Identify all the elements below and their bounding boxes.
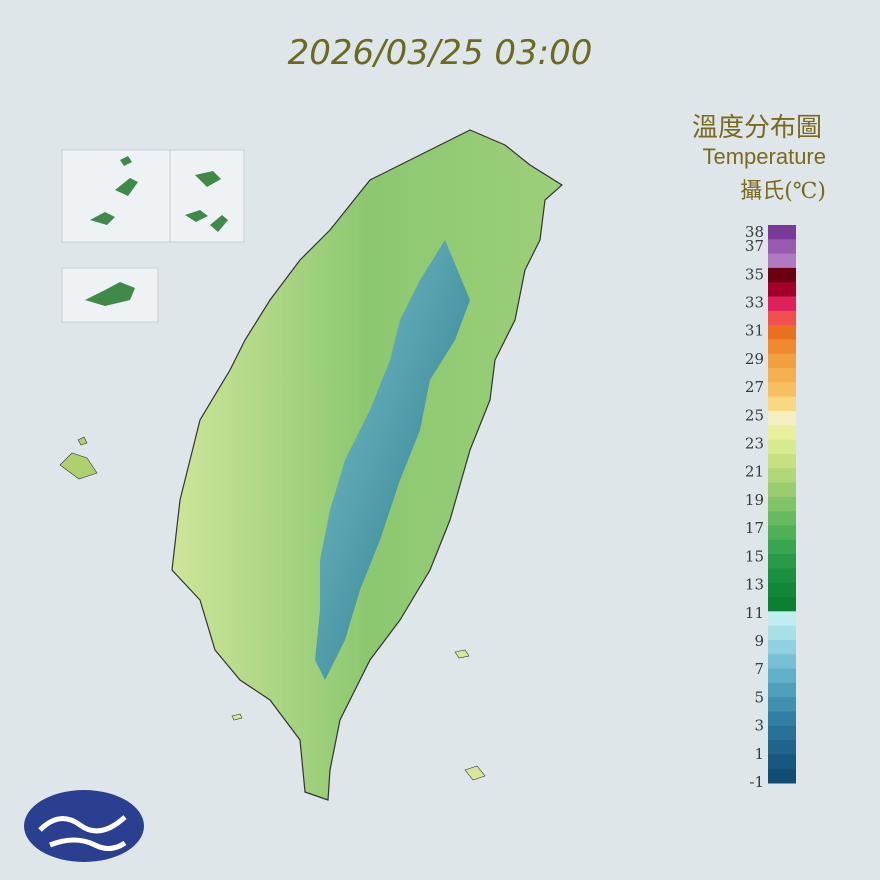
legend-band: [768, 282, 796, 298]
legend-band: [768, 296, 796, 312]
legend-tick-label: 35: [745, 265, 764, 283]
legend-tick-label: 21: [745, 463, 764, 481]
legend-band: [768, 639, 796, 655]
legend-tick-label: 29: [745, 350, 764, 368]
legend-band: [768, 339, 796, 355]
legend-band: [768, 740, 796, 755]
legend-tick-label: 5: [754, 688, 764, 706]
legend-tick-label: -1: [749, 773, 764, 791]
legend-band: [768, 382, 796, 398]
legend-unit: 攝氏(℃): [740, 179, 826, 204]
legend-band: [768, 310, 796, 326]
legend-band: [768, 568, 796, 584]
logo: [24, 790, 144, 862]
legend-band: [768, 539, 796, 555]
legend-band: [768, 253, 796, 269]
legend-band: [768, 468, 796, 484]
legend-band: [768, 225, 796, 240]
legend-tick-label: 25: [745, 406, 764, 424]
legend-band: [768, 496, 796, 512]
legend-band: [768, 239, 796, 255]
legend-tick-label: 13: [745, 576, 764, 594]
legend-tick-label: 27: [745, 378, 764, 396]
legend-tick-label: 31: [745, 322, 764, 340]
legend-band: [768, 325, 796, 340]
legend-tick-label: 38: [745, 223, 764, 241]
legend-tick-label: 15: [745, 547, 764, 565]
legend-band: [768, 554, 796, 569]
legend-band: [768, 482, 796, 498]
legend-band: [768, 697, 796, 712]
legend-band: [768, 353, 796, 369]
legend-title: 溫度分布圖: [692, 113, 822, 143]
legend-band: [768, 768, 796, 784]
island-insets: [59, 149, 486, 781]
legend-tick-label: 33: [745, 294, 764, 312]
legend-band: [768, 453, 796, 469]
legend-tick-label: 9: [754, 632, 764, 650]
timestamp: 2026/03/25 03:00: [288, 33, 593, 73]
legend-band: [768, 396, 796, 412]
legend-band: [768, 754, 796, 770]
legend-band: [768, 668, 796, 684]
legend-tick-label: 1: [754, 745, 764, 763]
legend-tick-label: 7: [754, 660, 764, 678]
legend-band: [768, 654, 796, 670]
legend-band: [768, 439, 796, 455]
legend-tick-label: 3: [754, 717, 764, 735]
legend-tick-label: 37: [745, 237, 764, 255]
legend-band: [768, 511, 796, 526]
legend-band: [768, 682, 796, 698]
legend-band: [768, 411, 796, 426]
legend-tick-label: 17: [745, 519, 764, 537]
legend-band: [768, 711, 796, 727]
legend-band: [768, 597, 796, 612]
legend-band: [768, 625, 796, 641]
legend-band: [768, 267, 796, 283]
legend-band: [768, 582, 796, 598]
legend-band: [768, 425, 796, 441]
legend-band: [768, 368, 796, 383]
central-mountains: [315, 240, 470, 680]
legend-subtitle: Temperature: [702, 144, 826, 169]
legend-tick-label: 19: [745, 491, 764, 509]
legend-band: [768, 611, 796, 627]
legend-band: [768, 525, 796, 541]
legend-tick-label: 11: [745, 604, 764, 622]
legend-band: [768, 725, 796, 741]
legend-tick-label: 23: [745, 435, 764, 453]
